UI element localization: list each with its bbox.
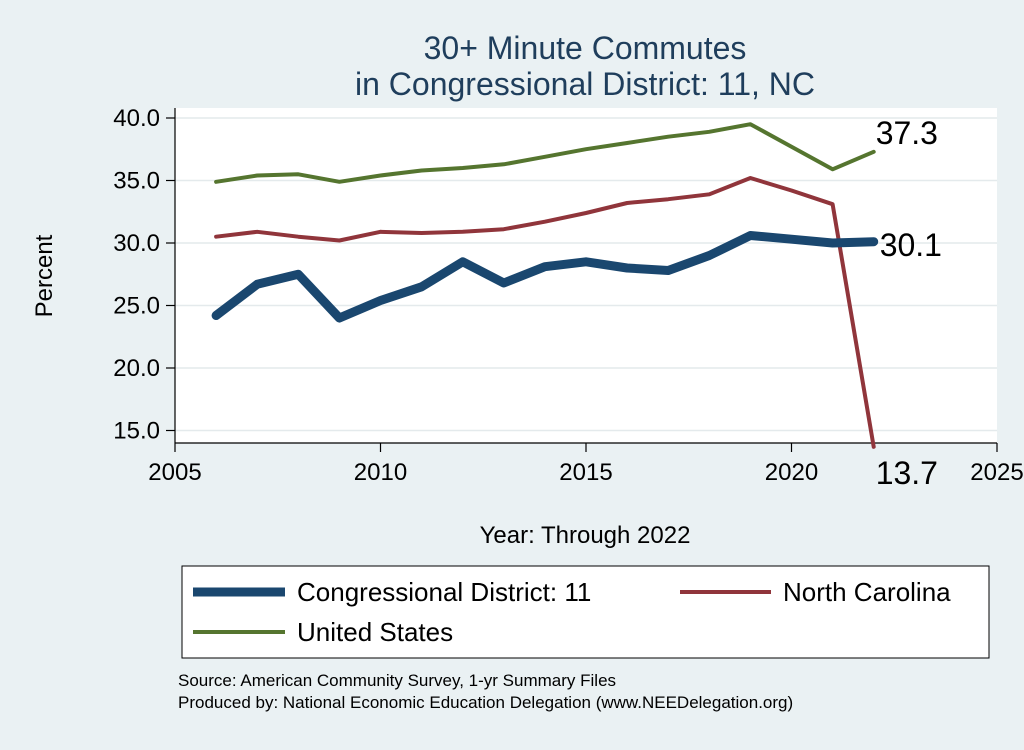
- x-axis-ticks: 2005 2010 2015 2020 2025: [148, 443, 1024, 486]
- series-line-north-carolina: [214, 176, 876, 449]
- producer-note: Produced by: National Economic Education…: [178, 693, 793, 712]
- plot-area: [175, 108, 997, 443]
- legend-label-united-states: United States: [297, 617, 453, 647]
- xtick-label-2010: 2010: [354, 459, 407, 486]
- legend-label-congressional-district: Congressional District: 11: [297, 577, 591, 607]
- grid-lines: [175, 117, 997, 432]
- end-label-congressional-district: 30.1: [880, 227, 942, 263]
- end-label-united-states: 37.3: [876, 115, 938, 151]
- legend: Congressional District: 11 North Carolin…: [181, 565, 990, 659]
- xtick-label-2015: 2015: [559, 459, 612, 486]
- x-axis-title: Year: Through 2022: [480, 522, 691, 549]
- ytick-label-20: 20.0: [113, 355, 160, 382]
- ytick-label-25: 25.0: [113, 293, 160, 320]
- series-line-congressional-district: [211, 231, 879, 323]
- end-labels: 30.1 13.7 37.3: [876, 115, 942, 491]
- ytick-label-40: 40.0: [113, 105, 160, 132]
- legend-box: [181, 565, 990, 659]
- end-label-north-carolina: 13.7: [876, 455, 938, 491]
- chart-title-line-2: in Congressional District: 11, NC: [355, 66, 815, 102]
- series-lines: [211, 122, 879, 449]
- y-axis-ticks: 15.0 20.0 25.0 30.0 35.0 40.0: [113, 105, 175, 445]
- chart-title-line-1: 30+ Minute Commutes: [424, 30, 747, 66]
- y-axis-title: Percent: [31, 234, 58, 317]
- series-line-united-states: [214, 122, 876, 184]
- ytick-label-35: 35.0: [113, 168, 160, 195]
- ytick-label-15: 15.0: [113, 418, 160, 445]
- xtick-label-2005: 2005: [148, 459, 201, 486]
- xtick-label-2020: 2020: [765, 459, 818, 486]
- legend-label-north-carolina: North Carolina: [783, 577, 951, 607]
- ytick-label-30: 30.0: [113, 230, 160, 257]
- xtick-label-2025: 2025: [970, 459, 1023, 486]
- source-note: Source: American Community Survey, 1-yr …: [178, 671, 616, 690]
